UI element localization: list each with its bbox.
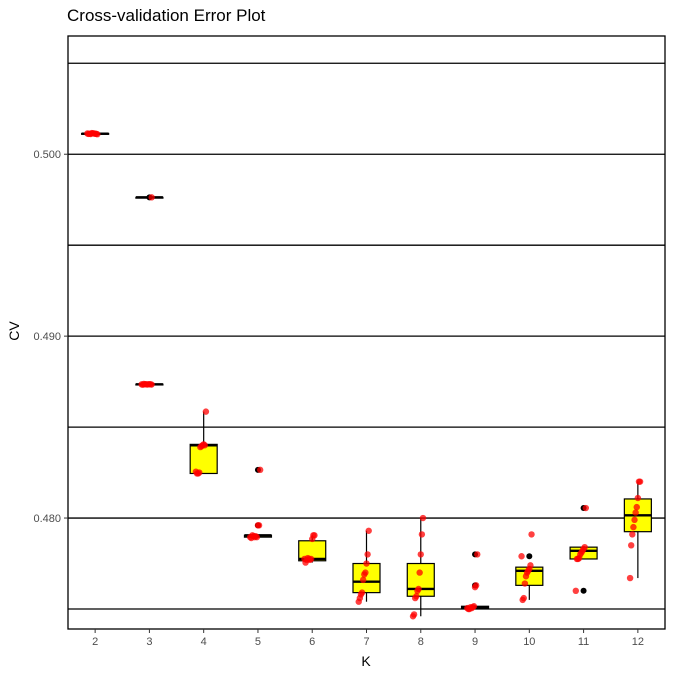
data-point	[471, 583, 479, 591]
data-point	[148, 194, 155, 201]
data-point	[416, 569, 423, 576]
box	[406, 562, 435, 597]
x-tick-label: 12	[632, 636, 644, 648]
data-point	[419, 514, 427, 522]
data-point	[627, 542, 635, 549]
data-point	[464, 604, 471, 612]
x-tick-label: 6	[309, 636, 315, 648]
data-point	[521, 580, 529, 587]
data-point	[634, 494, 642, 502]
x-tick-label: 5	[255, 636, 261, 648]
data-point	[417, 551, 424, 558]
data-point	[256, 466, 264, 474]
data-point	[629, 531, 636, 538]
box	[189, 443, 218, 475]
box	[352, 562, 381, 594]
data-point	[572, 587, 580, 595]
x-tick-label: 9	[472, 636, 478, 648]
x-tick-label: 4	[201, 636, 207, 648]
data-point	[631, 516, 638, 524]
plot-area: 0.480 0.490 0.500 2 3 4 5 6 7 8 9 10 11 12	[33, 35, 666, 648]
data-point	[365, 527, 372, 534]
chart-title: Cross-validation Error Plot	[67, 6, 266, 25]
data-point	[626, 574, 634, 582]
data-point	[363, 560, 370, 567]
data-point	[202, 408, 210, 415]
data-point	[364, 551, 371, 558]
data-point	[635, 478, 643, 485]
x-tick-label: 10	[523, 636, 535, 648]
x-tick-label: 8	[418, 636, 424, 648]
data-point	[474, 551, 481, 558]
data-point	[528, 531, 535, 538]
data-point	[192, 468, 200, 475]
data-point	[309, 535, 316, 543]
data-point	[630, 523, 637, 531]
data-point	[138, 381, 145, 388]
data-point	[632, 509, 639, 516]
data-point	[355, 598, 362, 605]
data-point	[573, 555, 581, 563]
data-point	[246, 533, 254, 541]
data-point	[359, 576, 367, 584]
y-tick-label: 0.500	[33, 149, 61, 161]
data-point	[409, 613, 417, 620]
x-tick-label: 3	[146, 636, 152, 648]
data-point	[84, 130, 91, 137]
x-tick-label: 7	[363, 636, 369, 648]
data-point	[518, 553, 525, 560]
data-point	[361, 571, 368, 578]
data-point	[418, 531, 426, 538]
data-point	[412, 594, 419, 602]
data-point	[633, 503, 640, 511]
data-point	[519, 596, 526, 604]
outlier-point	[580, 587, 587, 594]
y-tick-label: 0.480	[33, 513, 61, 525]
y-axis-title: CV	[6, 321, 22, 341]
outlier-point	[526, 553, 533, 560]
x-tick-label: 11	[578, 636, 589, 648]
data-point	[254, 522, 262, 529]
data-point	[301, 555, 308, 563]
data-point	[414, 587, 421, 595]
y-tick-label: 0.490	[33, 331, 61, 343]
data-point	[522, 573, 530, 580]
x-axis-title: K	[361, 653, 371, 669]
data-point	[582, 504, 590, 512]
x-tick-label: 2	[92, 636, 98, 648]
data-point	[197, 443, 204, 451]
